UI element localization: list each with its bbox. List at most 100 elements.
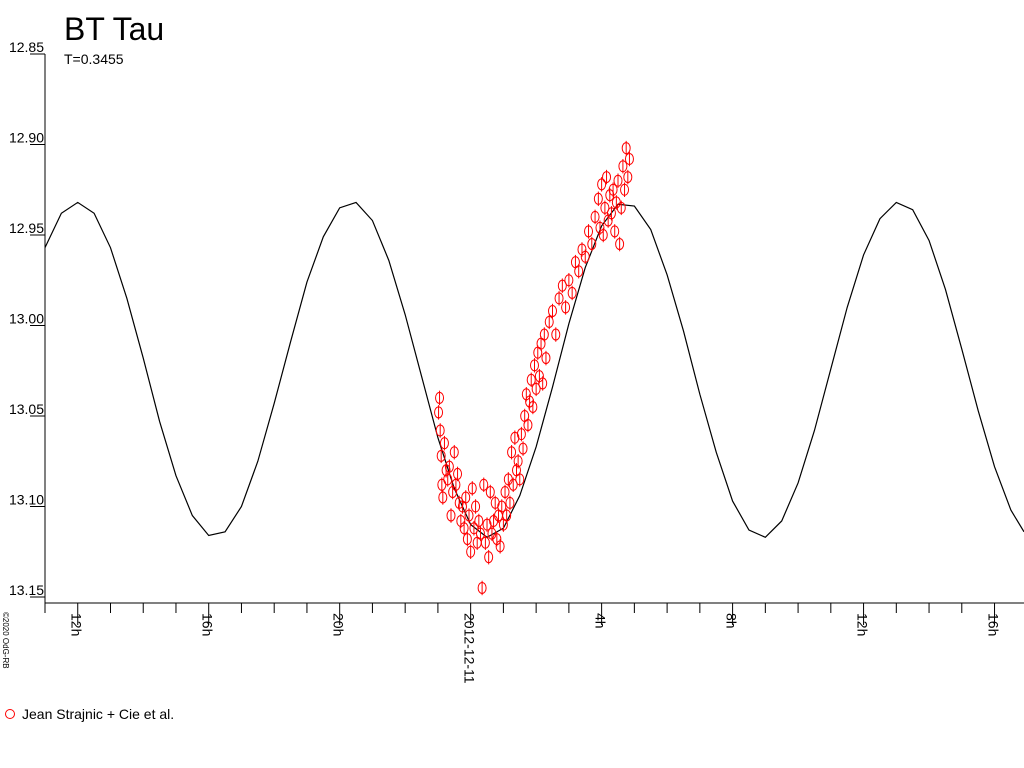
data-point xyxy=(584,225,594,238)
x-tick-label: 16h xyxy=(200,613,216,636)
data-point xyxy=(580,250,590,263)
data-point xyxy=(515,473,525,486)
data-point xyxy=(485,486,495,499)
data-point xyxy=(523,419,533,432)
data-point xyxy=(544,315,554,328)
data-point xyxy=(469,522,479,535)
y-tick-label: 13.10 xyxy=(9,492,44,508)
data-point xyxy=(461,491,471,504)
data-point xyxy=(521,388,531,401)
x-tick-label: 12h xyxy=(69,613,85,636)
chart-subtitle: T=0.3455 xyxy=(64,51,124,67)
data-point xyxy=(587,238,597,251)
x-tick-label: 16h xyxy=(986,613,1002,636)
data-point xyxy=(623,171,633,184)
data-point xyxy=(516,428,526,441)
y-tick-label: 13.15 xyxy=(9,582,44,598)
data-point xyxy=(443,473,453,486)
data-point xyxy=(475,527,485,540)
data-point xyxy=(434,406,444,419)
y-tick-label: 13.00 xyxy=(9,311,44,327)
data-point xyxy=(438,491,448,504)
data-point xyxy=(435,391,445,404)
data-point xyxy=(464,509,474,522)
y-tick-label: 12.90 xyxy=(9,130,44,146)
data-point xyxy=(471,500,481,513)
data-point xyxy=(610,225,620,238)
data-point xyxy=(602,171,612,184)
x-tick-label: 2012-12-11 xyxy=(462,613,478,684)
data-point xyxy=(436,449,446,462)
data-point xyxy=(448,486,458,499)
legend-marker xyxy=(5,709,15,719)
data-point xyxy=(557,279,567,292)
data-point xyxy=(528,400,538,413)
data-point xyxy=(541,352,551,365)
data-point xyxy=(530,359,539,372)
data-point xyxy=(479,478,489,491)
data-point xyxy=(621,142,631,155)
y-tick-label: 12.95 xyxy=(9,220,44,236)
data-point xyxy=(518,442,528,455)
data-point xyxy=(613,174,623,187)
data-point xyxy=(548,305,558,318)
data-point xyxy=(502,509,512,522)
model-curve xyxy=(44,201,1024,538)
data-point xyxy=(551,328,561,341)
data-point xyxy=(577,243,587,256)
data-point xyxy=(495,540,505,553)
data-point xyxy=(606,207,616,220)
data-point xyxy=(439,437,449,450)
data-point xyxy=(598,229,608,241)
data-point xyxy=(500,486,510,499)
data-point xyxy=(446,509,456,522)
x-tick-label: 20h xyxy=(331,613,347,636)
data-point xyxy=(507,446,517,459)
legend-label: Jean Strajnic + Cie et al. xyxy=(22,706,174,722)
data-point xyxy=(466,545,476,558)
data-point xyxy=(444,460,454,473)
data-point xyxy=(600,201,610,214)
data-point xyxy=(480,536,490,549)
data-point xyxy=(467,482,477,495)
data-point xyxy=(615,238,625,251)
data-point xyxy=(554,292,564,305)
chart-title: BT Tau xyxy=(64,11,164,47)
data-point xyxy=(492,533,502,546)
data-point xyxy=(616,201,626,214)
data-point xyxy=(534,370,544,383)
data-point xyxy=(474,514,484,527)
data-point xyxy=(590,210,600,223)
data-point xyxy=(593,192,603,205)
data-point xyxy=(453,467,463,480)
data-point xyxy=(597,178,607,191)
data-point xyxy=(497,500,507,513)
y-tick-label: 12.85 xyxy=(9,39,44,55)
y-tick-label: 13.05 xyxy=(9,401,44,417)
data-point xyxy=(456,514,466,527)
data-point xyxy=(538,377,548,390)
data-point xyxy=(595,221,605,234)
data-point xyxy=(618,160,628,173)
data-point xyxy=(531,382,541,395)
data-point xyxy=(435,424,445,437)
data-point xyxy=(508,478,518,491)
data-point xyxy=(603,214,613,227)
data-point xyxy=(567,286,577,299)
data-point xyxy=(477,581,487,594)
data-point xyxy=(462,533,472,546)
copyright: ©2020 OdG-RB xyxy=(1,612,10,669)
x-tick-label: 4h xyxy=(593,613,609,629)
data-point xyxy=(505,496,515,509)
data-point xyxy=(620,183,630,196)
data-point xyxy=(459,522,469,535)
data-point xyxy=(484,551,494,564)
data-point xyxy=(449,446,459,459)
data-point xyxy=(564,274,574,287)
data-point xyxy=(513,455,523,468)
x-tick-label: 8h xyxy=(724,613,740,629)
data-point xyxy=(526,373,536,386)
data-point xyxy=(539,328,549,341)
